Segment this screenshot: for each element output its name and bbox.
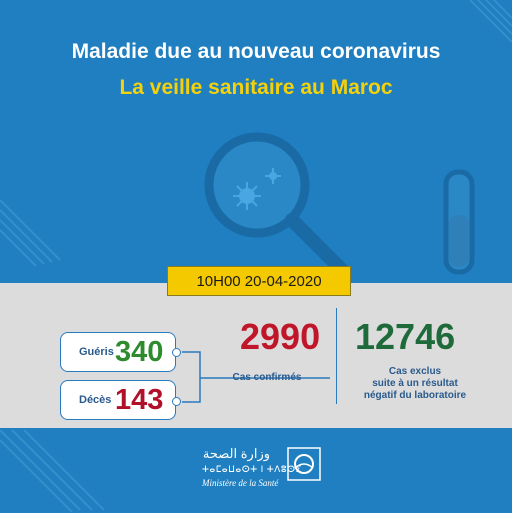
ministry-french: Ministère de la Santé [202, 478, 279, 488]
date-badge: 10H00 20-04-2020 [167, 266, 351, 296]
magnifier-icon [204, 132, 349, 277]
title-line-2: La veille sanitaire au Maroc [119, 76, 393, 99]
recovered-pill: Guéris 340 [60, 332, 176, 372]
virus-icon [233, 168, 281, 210]
ministry-arabic: وزارة الصحة [202, 446, 270, 461]
ministry-tifinagh: ⵜⴰⵎⴰⵡⴰⵙⵜ ⵏ ⵜⴷⵓⵙⵉ [202, 464, 302, 474]
excluded-value: 12746 [355, 316, 456, 357]
ministry-footer: وزارة الصحة ⵜⴰⵎⴰⵡⴰⵙⵜ ⵏ ⵜⴷⵓⵙⵉ Ministère d… [196, 442, 326, 492]
deaths-value: 143 [115, 384, 164, 416]
deaths-label: Décès [79, 394, 112, 406]
confirmed-value: 2990 [240, 316, 321, 357]
excluded-label-line-2: suite à un résultat [372, 378, 458, 389]
excluded-label-line-1: Cas exclus [388, 366, 442, 377]
test-tube-icon [443, 169, 475, 275]
ministry-logo-icon [287, 447, 321, 481]
excluded-label: Cas exclus suite à un résultat négatif d… [345, 366, 485, 402]
title-line-1: Maladie due au nouveau coronavirus [71, 40, 441, 63]
connector-dot [172, 348, 181, 357]
recovered-value: 340 [115, 336, 164, 368]
divider [336, 308, 337, 404]
recovered-label: Guéris [79, 346, 114, 358]
connector-dot [172, 397, 181, 406]
excluded-label-line-3: négatif du laboratoire [363, 390, 467, 401]
confirmed-label: Cas confirmés [232, 372, 302, 383]
deaths-pill: Décès 143 [60, 380, 176, 420]
